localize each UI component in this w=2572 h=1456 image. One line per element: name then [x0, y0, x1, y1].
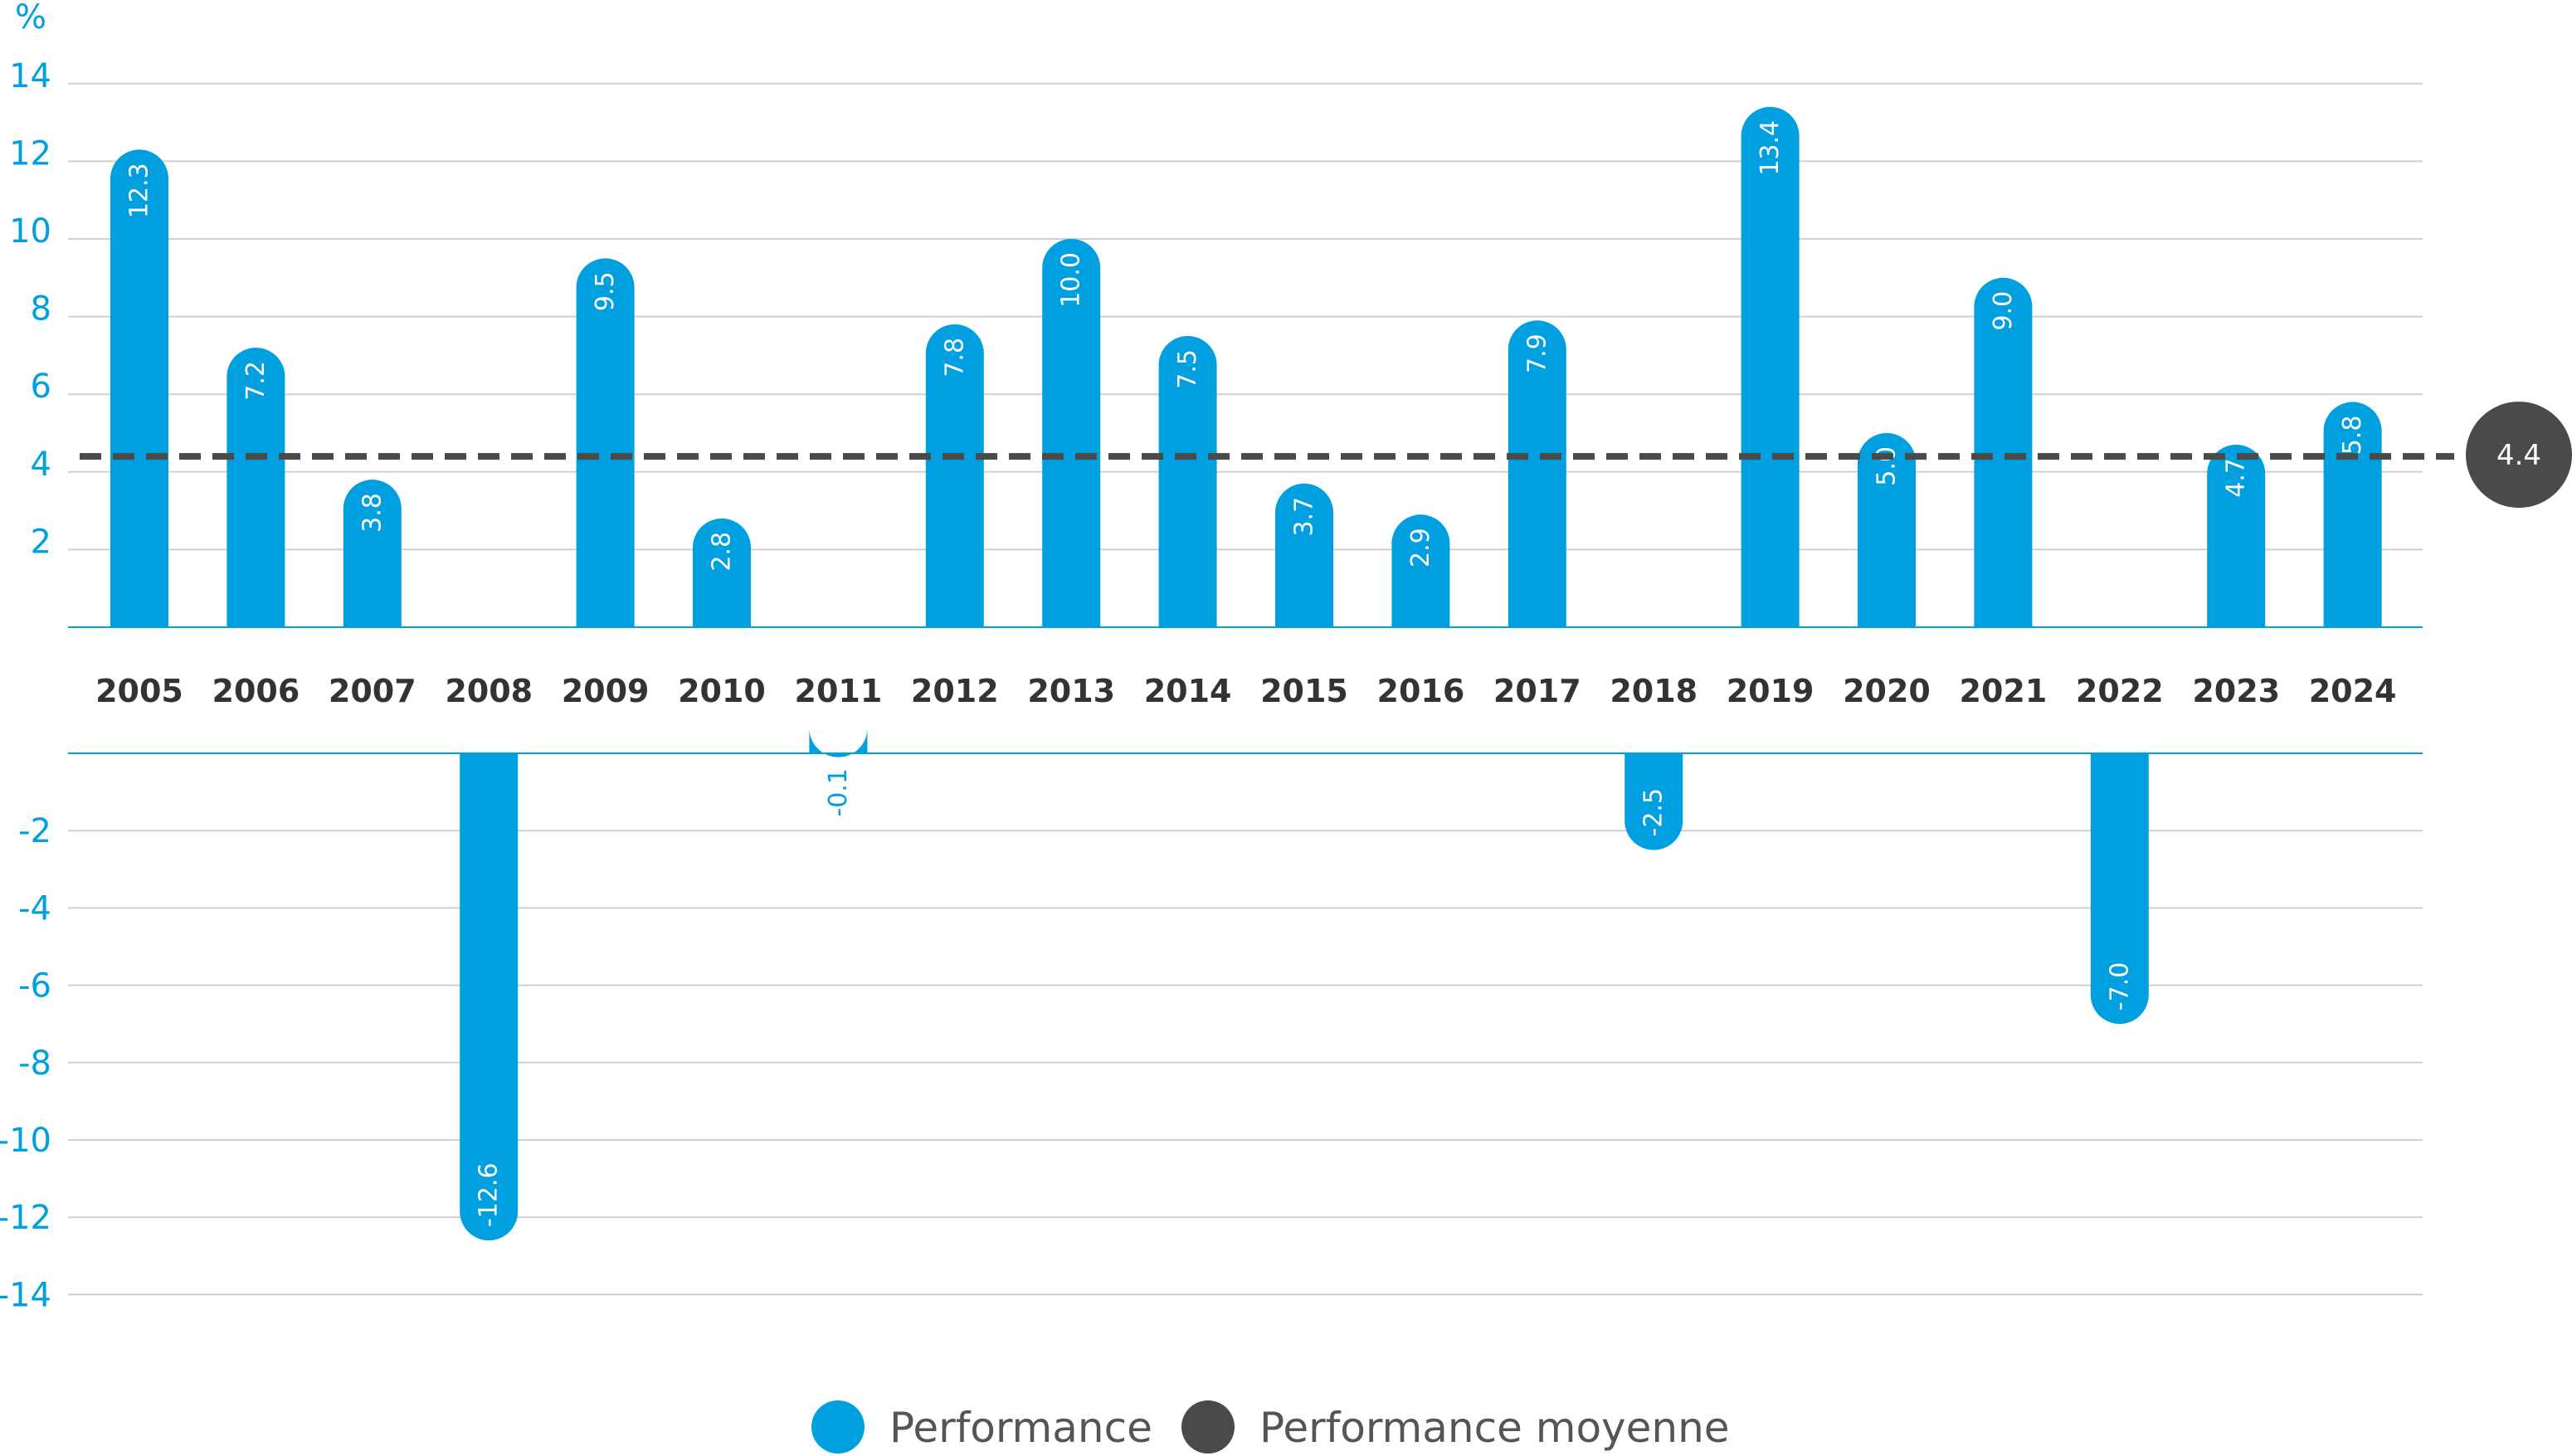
bar [1275, 483, 1333, 627]
x-tick-label: 2020 [1843, 673, 1931, 709]
bar-value-label: 4.7 [2222, 458, 2251, 498]
bar [1391, 514, 1450, 627]
bar-value-label: 3.7 [1290, 497, 1319, 537]
x-tick-label: 2014 [1144, 673, 1232, 709]
x-tick-label: 2005 [95, 673, 183, 709]
bar [1042, 239, 1101, 627]
bar [2090, 753, 2149, 1025]
y-tick-label: 10 [9, 212, 51, 251]
x-tick-label: 2022 [2076, 673, 2164, 709]
x-tick-label: 2017 [1493, 673, 1581, 709]
bar [1158, 336, 1217, 627]
x-tick-label: 2007 [329, 673, 416, 709]
bar [110, 149, 168, 628]
x-tick-label: 2019 [1727, 673, 1815, 709]
y-tick-label: -2 [18, 812, 51, 850]
y-tick-label: 4 [31, 446, 51, 484]
y-tick-label: -8 [18, 1045, 51, 1083]
y-tick-label: -14 [0, 1276, 51, 1314]
y-tick-label: 6 [31, 368, 51, 406]
x-tick-label: 2013 [1027, 673, 1115, 709]
bar-value-label: 7.5 [1173, 349, 1202, 389]
bar-value-label: 12.3 [125, 163, 154, 218]
data-labels: 12.3 7.2 3.8 -12.6 9.5 2.8 -0.1 7.8 10.0 7.5 3.7 2.… [125, 120, 2368, 1227]
average-line-group: 4.4 [80, 402, 2572, 509]
bar-value-label: -2.5 [1639, 788, 1668, 837]
bar [343, 480, 402, 627]
legend-marker-performance [811, 1400, 865, 1454]
bar-value-label: 10.0 [1057, 252, 1086, 308]
bar-value-label: 7.2 [241, 361, 270, 401]
bar [1858, 433, 1916, 627]
bars [110, 106, 2382, 1241]
bar-value-label: 2.8 [708, 532, 737, 572]
x-tick-label: 2016 [1377, 673, 1465, 709]
bar-value-label: 5.8 [2338, 416, 2367, 455]
x-tick-label: 2018 [1610, 673, 1698, 709]
bar [925, 324, 984, 627]
y-tick-label: 8 [31, 290, 51, 329]
bar-value-label: 9.0 [1989, 291, 2018, 331]
x-tick-label: 2012 [911, 673, 999, 709]
x-tick-label: 2024 [2309, 673, 2397, 709]
bar [2207, 445, 2266, 627]
bar-value-label: 7.8 [940, 338, 969, 377]
y-tick-label: 12 [9, 134, 51, 173]
x-tick-label: 2008 [445, 673, 533, 709]
y-tick-labels: 14 12 10 8 6 4 2 -2 -4 -6 -8 -10 -12 -14 [0, 57, 51, 1315]
y-axis-unit: % [15, 0, 46, 37]
average-value-badge [2466, 402, 2572, 509]
y-tick-label: -12 [0, 1199, 51, 1237]
grid-lines [68, 82, 2423, 1296]
y-tick-label: 14 [9, 57, 51, 95]
bar [1741, 106, 1800, 627]
bar-value-label: 5.0 [1873, 446, 1902, 486]
x-tick-label: 2023 [2192, 673, 2280, 709]
bar-value-label: 2.9 [1406, 528, 1435, 567]
x-tick-label: 2006 [212, 673, 300, 709]
bar [576, 258, 635, 627]
bar [1974, 277, 2033, 627]
bar-value-label: -0.1 [824, 768, 853, 817]
legend-label-average: Performance moyenne [1259, 1404, 1730, 1452]
x-tick-labels: 2005 2006 2007 2008 2009 2010 2011 2012 2013 2014… [95, 673, 2396, 709]
y-tick-label: -4 [18, 889, 51, 928]
bar-value-label: 7.9 [1522, 334, 1551, 373]
y-tick-label: -6 [18, 967, 51, 1006]
x-tick-label: 2021 [1960, 673, 2048, 709]
x-tick-label: 2015 [1260, 673, 1348, 709]
bar [693, 518, 751, 627]
x-tick-label: 2011 [795, 673, 883, 709]
bar-value-label: 9.5 [591, 271, 620, 311]
bar [460, 753, 519, 1241]
y-tick-label: -10 [0, 1122, 51, 1160]
bar-value-label: 13.4 [1756, 120, 1785, 176]
legend: Performance Performance moyenne [811, 1400, 1730, 1454]
axes [68, 626, 2423, 754]
x-tick-label: 2010 [678, 673, 766, 709]
bar [227, 348, 285, 627]
bar [1508, 320, 1566, 627]
bar-value-label: -7.0 [2105, 962, 2134, 1011]
bar-value-label: -12.6 [475, 1163, 504, 1228]
average-value-label: 4.4 [2496, 439, 2541, 472]
x-tick-label: 2009 [562, 673, 650, 709]
bar-value-label: 3.8 [358, 493, 387, 533]
bar [1625, 753, 1683, 850]
y-tick-label: 2 [31, 523, 51, 561]
legend-label-performance: Performance [889, 1404, 1152, 1452]
legend-marker-average [1181, 1400, 1235, 1454]
